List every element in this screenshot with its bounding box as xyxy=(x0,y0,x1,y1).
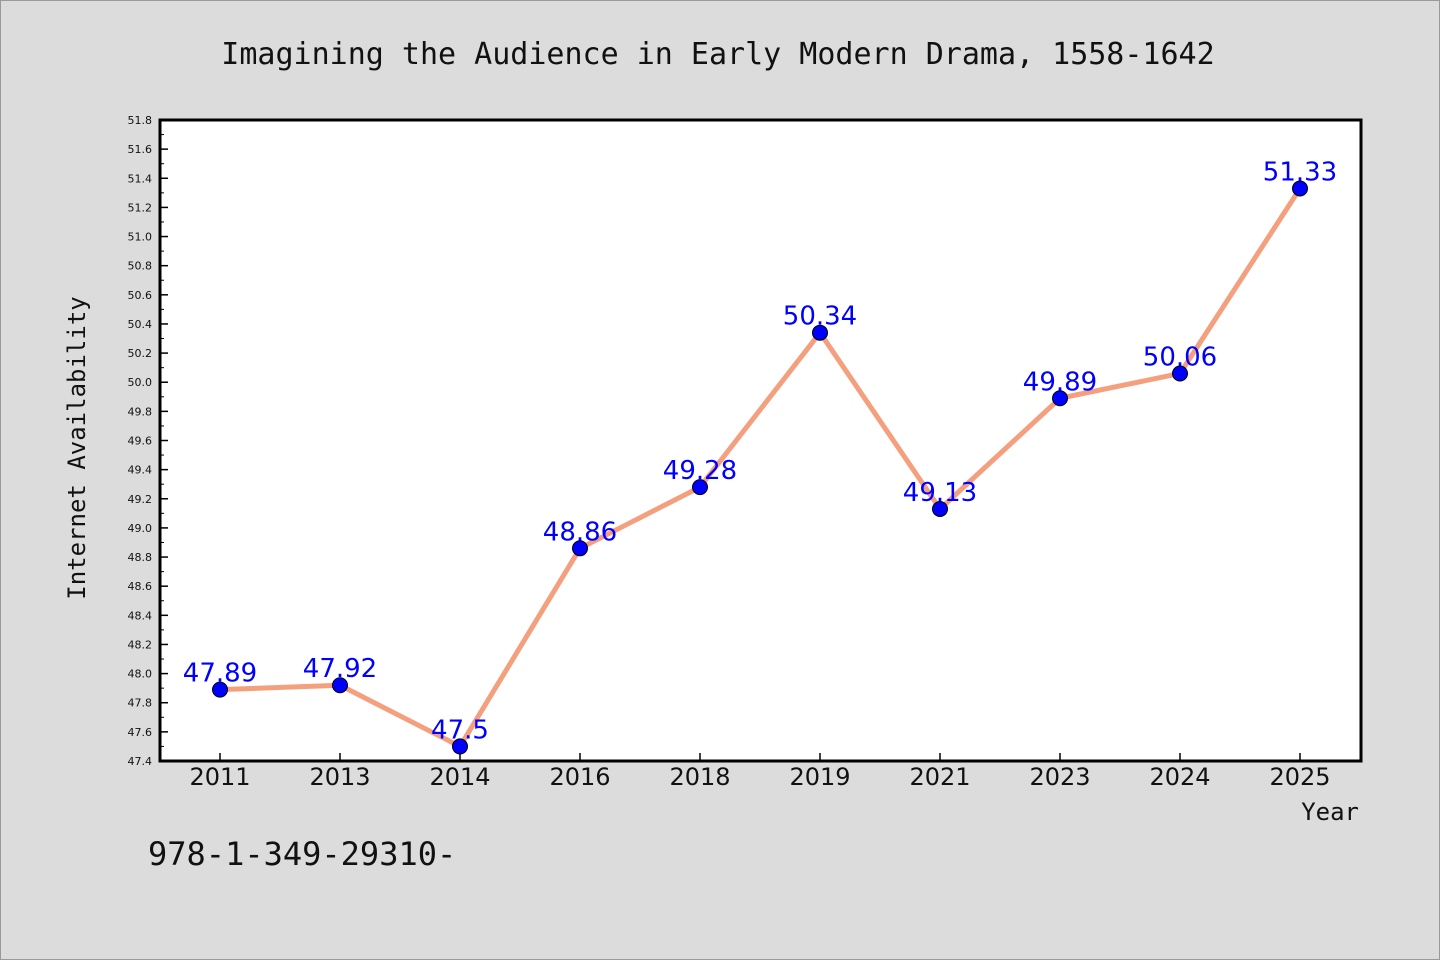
data-point-marker xyxy=(692,479,708,496)
data-point-marker xyxy=(932,500,948,517)
data-point-marker xyxy=(812,324,828,341)
plot-area xyxy=(158,118,1363,763)
y-tick-label: 49.4 xyxy=(128,464,153,477)
x-tick-label: 2023 xyxy=(1029,763,1090,791)
y-tick-label: 51.8 xyxy=(128,114,153,127)
data-point-label: 47.92 xyxy=(303,654,377,684)
x-tick-label: 2025 xyxy=(1269,763,1330,791)
y-tick-label: 48.0 xyxy=(128,668,153,681)
y-tick-label: 49.8 xyxy=(128,405,153,418)
x-tick-label: 2013 xyxy=(309,763,370,791)
data-point-marker xyxy=(1172,365,1188,382)
data-point-label: 47.5 xyxy=(431,715,489,745)
data-point-marker xyxy=(452,738,468,755)
y-tick-label: 50.4 xyxy=(128,318,153,331)
y-tick-label: 47.8 xyxy=(128,697,153,710)
data-point-marker xyxy=(332,677,348,694)
x-axis-title: Year xyxy=(1301,798,1359,826)
y-tick-label: 50.0 xyxy=(128,376,153,389)
x-tick-label: 2016 xyxy=(549,763,610,791)
data-point-label: 51.33 xyxy=(1263,157,1337,187)
x-tick-label: 2024 xyxy=(1149,763,1210,791)
x-tick-label: 2018 xyxy=(669,763,730,791)
y-tick-label: 51.2 xyxy=(128,201,153,214)
data-point-label: 49.28 xyxy=(663,456,737,486)
x-tick-label: 2021 xyxy=(909,763,970,791)
data-point-label: 50.34 xyxy=(783,302,857,332)
y-axis: 47.4 47.6 47.8 48.0 48.2 48.4 48.6 48.8 49.0 49.2… xyxy=(128,114,168,768)
y-tick-label: 48.4 xyxy=(128,609,153,622)
data-point-marker xyxy=(1292,180,1308,197)
data-point-label: 50.06 xyxy=(1143,342,1217,372)
data-point-label: 49.89 xyxy=(1023,367,1097,397)
x-axis: 2011 2013 2014 2016 2018 2019 2021 2023 2024 2025 xyxy=(189,753,1331,791)
y-tick-label: 51.4 xyxy=(128,172,153,185)
series-line xyxy=(219,187,1303,749)
y-tick-label: 48.2 xyxy=(128,638,153,651)
data-point-label: 48.86 xyxy=(543,517,617,547)
footer-isbn-text: 978-1-349-29310- xyxy=(148,835,456,873)
y-tick-label: 49.2 xyxy=(128,493,153,506)
data-labels: 47.89 47.92 47.5 48.86 49.28 50.34 49.13 49.89 5… xyxy=(183,157,1337,745)
y-tick-label: 47.6 xyxy=(128,726,153,739)
data-point-marker xyxy=(572,540,588,557)
data-point-marker xyxy=(212,681,228,698)
chart-title: Imagining the Audience in Early Modern D… xyxy=(221,37,1214,72)
y-tick-label: 50.6 xyxy=(128,289,153,302)
y-axis-title: Internet Availability xyxy=(63,296,91,599)
y-tick-label: 50.2 xyxy=(128,347,153,360)
y-tick-label: 48.8 xyxy=(128,551,153,564)
y-tick-label: 51.6 xyxy=(128,143,153,156)
y-tick-label: 47.4 xyxy=(128,755,153,768)
y-tick-label: 49.6 xyxy=(128,435,153,448)
series-markers xyxy=(212,180,1308,755)
x-tick-label: 2014 xyxy=(429,763,490,791)
x-tick-label: 2019 xyxy=(789,763,850,791)
data-point-label: 49.13 xyxy=(903,478,977,508)
data-point-label: 47.89 xyxy=(183,659,257,689)
y-tick-label: 49.0 xyxy=(128,522,153,535)
x-tick-label: 2011 xyxy=(189,763,250,791)
data-point-marker xyxy=(1052,390,1068,407)
y-tick-label: 51.0 xyxy=(128,231,153,244)
y-tick-label: 50.8 xyxy=(128,260,153,273)
y-tick-label: 48.6 xyxy=(128,580,153,593)
